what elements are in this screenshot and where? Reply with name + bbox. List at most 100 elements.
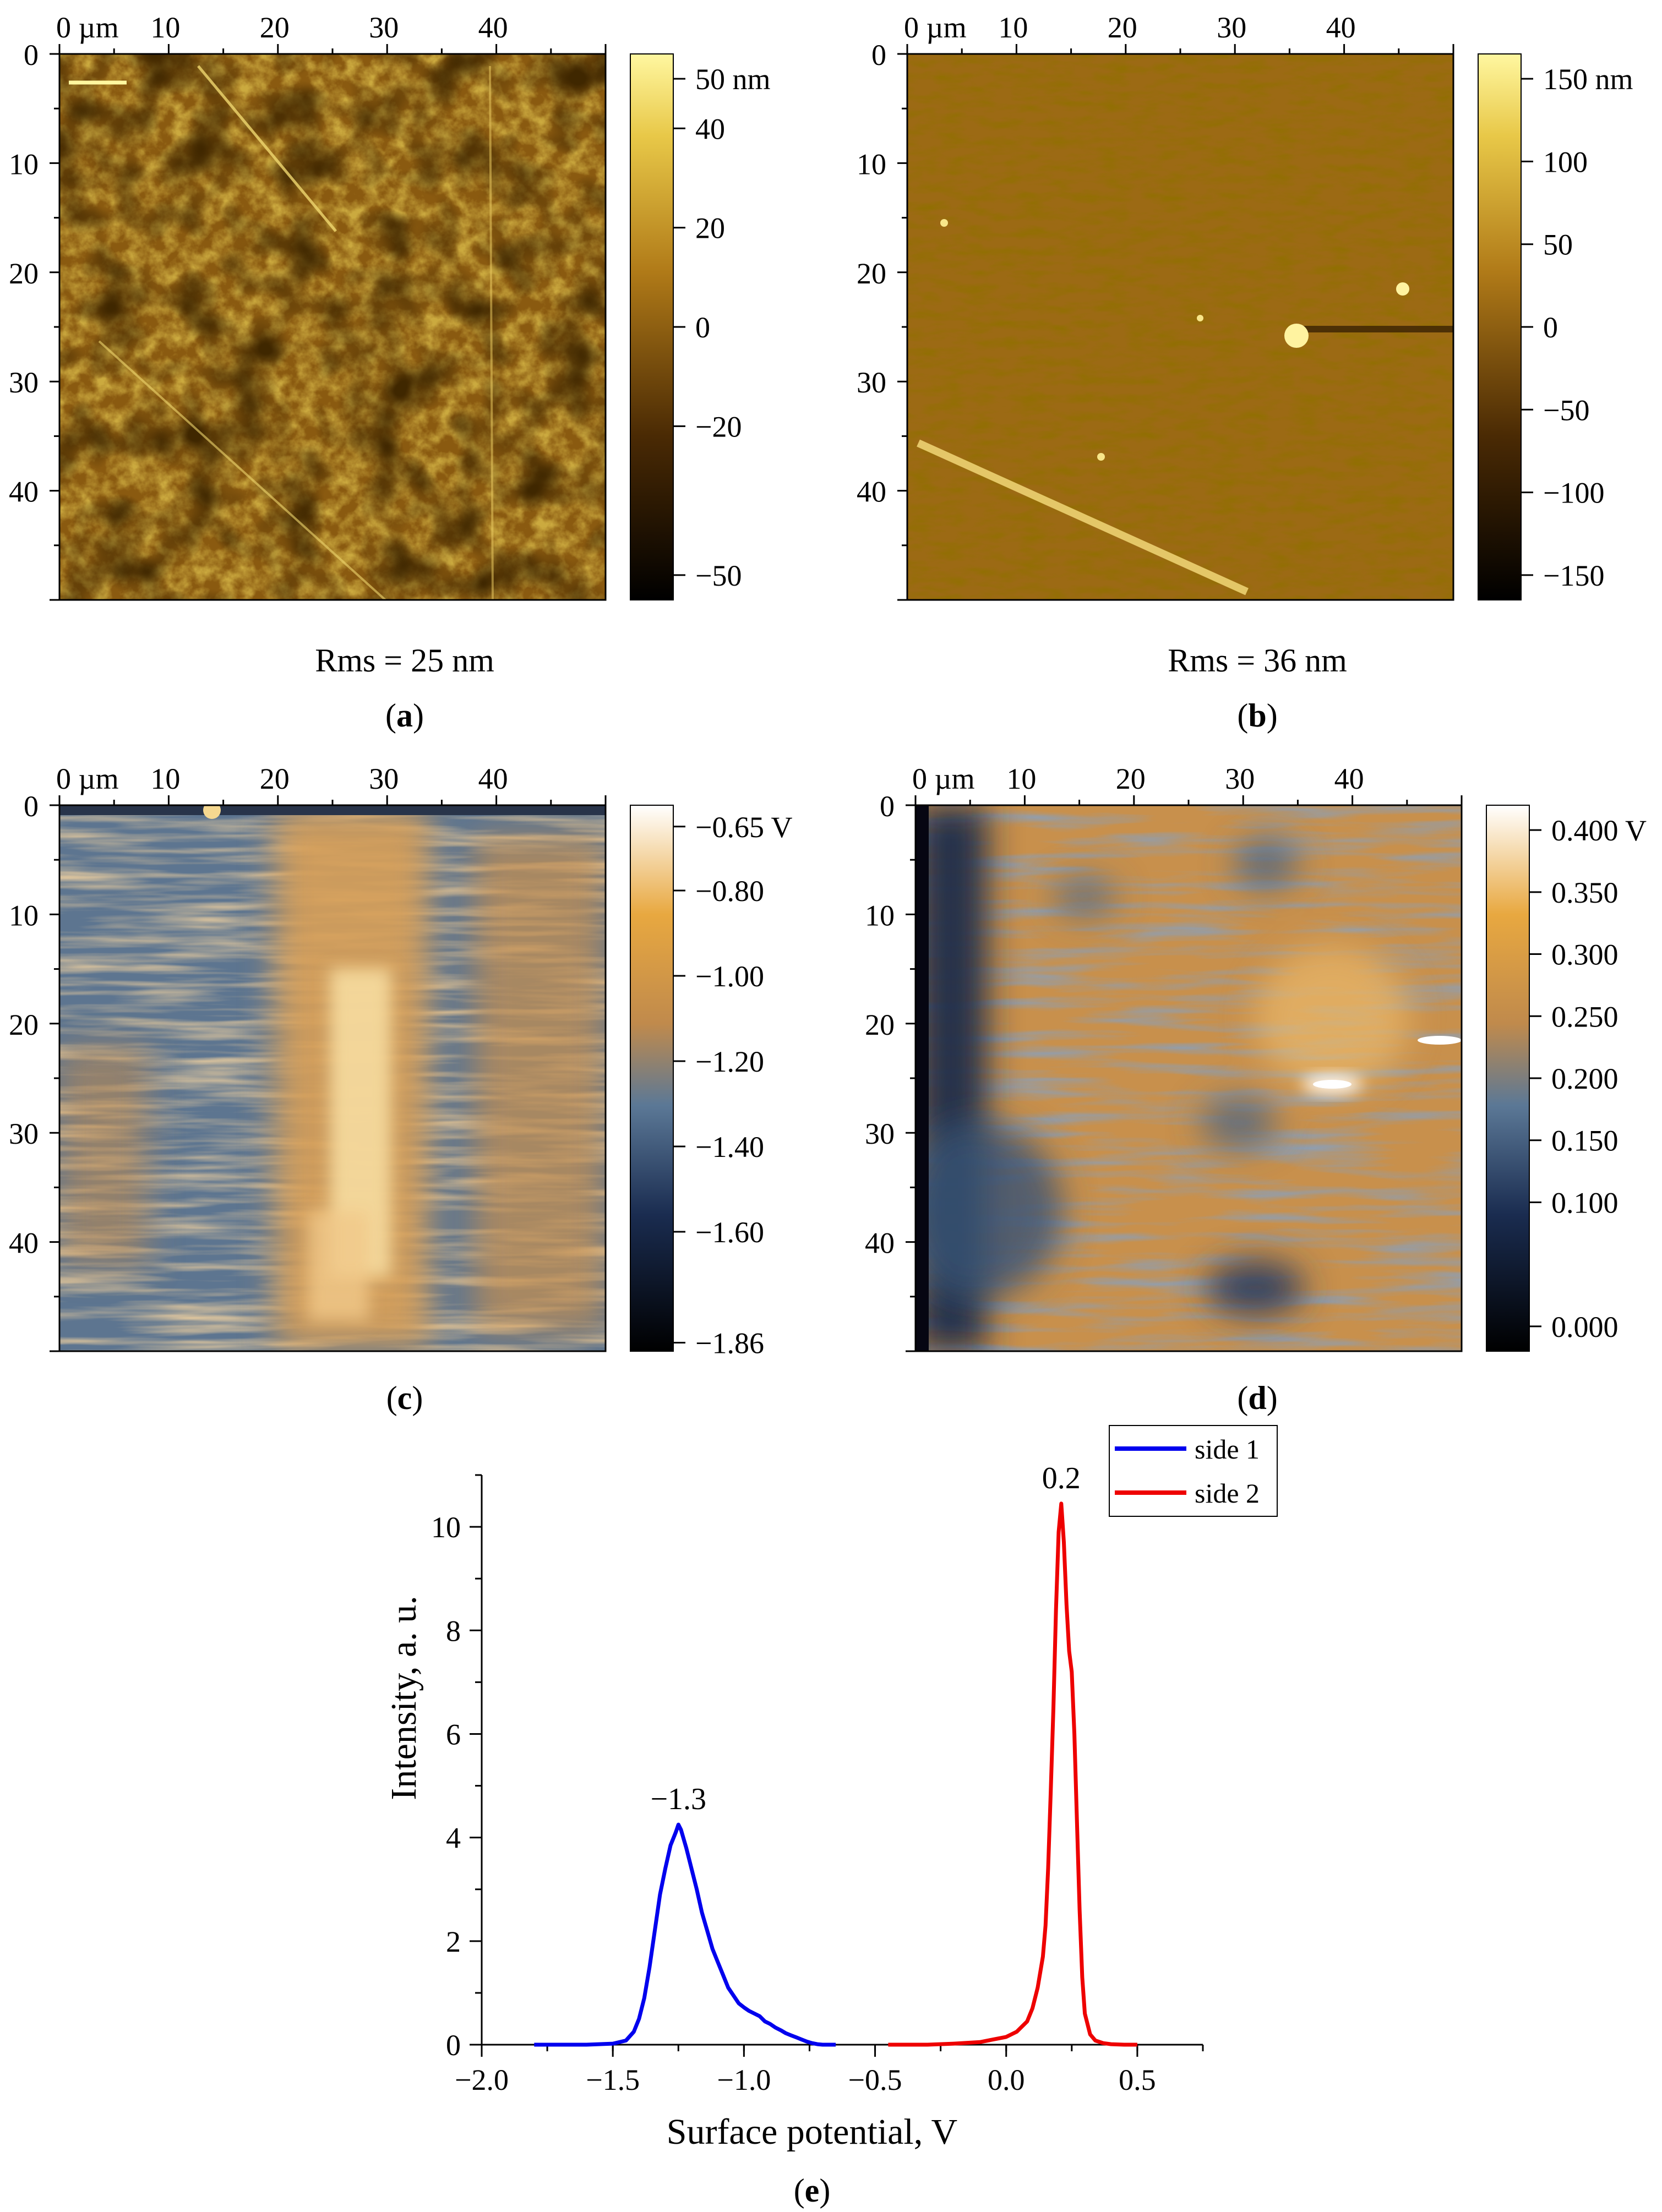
caption-b: (b): [1237, 697, 1277, 734]
colorbar-tick-label: 0.150: [1551, 1124, 1619, 1157]
map-x-tick-label: 20: [260, 11, 290, 44]
rms-label-b: Rms = 36 nm: [1168, 642, 1347, 679]
panel-b: 0 µm 10 20 30 40 0 10 20 30 40 150 nm 100 50 0 −50 −10…: [857, 11, 1633, 734]
map-y-tick-label: 30: [9, 366, 39, 399]
colorbar-tick-label: 0.350: [1551, 876, 1619, 909]
colorbar-tick-label: −1.00: [695, 960, 764, 993]
map-x-tick-label: 0 µm: [56, 762, 119, 795]
caption-e: (e): [794, 2172, 831, 2209]
map-x-tick-label: 40: [478, 11, 508, 44]
map-y-tick-label: 10: [9, 899, 39, 932]
caption-d: (d): [1237, 1380, 1277, 1416]
panel-a: 0 µm 10 20 30 40 0 10 20 30 40 50 nm 40 20 0 −20 −50 R…: [9, 11, 771, 734]
colorbar-tick-label: 0.250: [1551, 1000, 1619, 1033]
map-y-tick-label: 40: [9, 1227, 39, 1260]
map-ticks-a: 0 µm 10 20 30 40 0 10 20 30 40: [9, 11, 607, 601]
map-y-tick-label: 30: [865, 1117, 895, 1150]
map-x-tick-label: 20: [1116, 762, 1146, 795]
legend-label-side2: side 2: [1195, 1478, 1260, 1509]
caption-letter-a: a: [396, 697, 413, 734]
colorbar-b: [1478, 53, 1522, 600]
x-tick-label: −2.0: [455, 2063, 509, 2096]
colorbar-ticks-a: 50 nm 40 20 0 −20 −50: [673, 63, 771, 592]
map-y-tick-label: 30: [9, 1117, 39, 1150]
map-y-tick-label: 20: [9, 257, 39, 290]
caption-letter-d: d: [1248, 1380, 1266, 1416]
colorbar-tick-label: 0: [695, 311, 710, 344]
map-x-tick-label: 0 µm: [912, 762, 975, 795]
map-x-tick-label: 0 µm: [904, 11, 967, 44]
y-tick-label: 8: [446, 1614, 461, 1647]
map-y-tick-label: 0: [24, 790, 39, 823]
x-axis-title: Surface potential, V: [667, 2112, 957, 2152]
colorbar-tick-label: −150: [1543, 559, 1604, 592]
map-y-tick-label: 0: [880, 790, 895, 823]
caption-letter-c: c: [397, 1380, 412, 1416]
colorbar-a: [630, 53, 674, 600]
kpfm-map-c: [59, 805, 606, 1351]
map-y-tick-label: 10: [857, 148, 886, 181]
colorbar-tick-label: −1.40: [695, 1130, 764, 1164]
x-tick-label: −1.0: [717, 2063, 771, 2096]
colorbar-tick-label: −50: [695, 559, 742, 592]
afm-map-a: [59, 54, 606, 600]
colorbar-tick-label: −1.60: [695, 1216, 764, 1249]
map-y-tick-label: 20: [865, 1008, 895, 1041]
colorbar-tick-label: −100: [1543, 477, 1604, 510]
colorbar-tick-label: −20: [695, 410, 742, 443]
map-y-tick-label: 40: [9, 476, 39, 509]
colorbar-tick-label: 40: [695, 112, 725, 145]
chart-series: [534, 1501, 1137, 2047]
map-y-tick-label: 40: [857, 476, 886, 509]
colorbar-d: [1486, 805, 1530, 1352]
chart-annotations: −1.3 0.2: [650, 1461, 1080, 1816]
y-axis-title: Intensity, a. u.: [384, 1596, 424, 1800]
y-tick-label: 2: [446, 1925, 461, 1958]
colorbar-tick-label: −0.65 V: [695, 811, 792, 844]
x-tick-label: −1.5: [586, 2063, 640, 2096]
colorbar-ticks-c: −0.65 V −0.80 −1.00 −1.20 −1.40 −1.60 −1.86: [673, 811, 792, 1360]
caption-letter-e: e: [805, 2172, 820, 2209]
map-x-tick-label: 40: [478, 762, 508, 795]
map-y-tick-label: 40: [865, 1227, 895, 1260]
legend-label-side1: side 1: [1195, 1434, 1260, 1465]
map-x-tick-label: 10: [998, 11, 1028, 44]
colorbar-c: [630, 805, 674, 1352]
colorbar-tick-label: −1.20: [695, 1045, 764, 1078]
map-x-tick-label: 20: [260, 762, 290, 795]
series-line-side1: [534, 1822, 836, 2047]
map-x-tick-label: 40: [1326, 11, 1356, 44]
colorbar-tick-label: 0: [1543, 311, 1558, 344]
chart-axes: −2.0 −1.5 −1.0 −0.5 0.0 0.5 0 2 4 6 8 10: [431, 1474, 1204, 2096]
y-tick-label: 0: [446, 2029, 461, 2062]
colorbar-tick-label: 0.300: [1551, 938, 1619, 971]
colorbar-tick-label: 150 nm: [1543, 63, 1633, 96]
map-y-tick-label: 10: [9, 148, 39, 181]
x-tick-label: 0.0: [988, 2063, 1025, 2096]
map-y-tick-label: 0: [871, 39, 886, 72]
colorbar-ticks-b: 150 nm 100 50 0 −50 −100 −150: [1521, 63, 1633, 592]
map-x-tick-label: 0 µm: [56, 11, 119, 44]
legend-box: [1109, 1425, 1278, 1517]
colorbar-tick-label: 50: [1543, 228, 1573, 261]
map-ticks-c: 0 µm 10 20 30 40 0 10 20 30 40: [9, 762, 607, 1352]
colorbar-tick-label: 0.400 V: [1551, 814, 1647, 847]
map-y-tick-label: 30: [857, 366, 886, 399]
colorbar-tick-label: 50 nm: [695, 63, 771, 96]
map-x-tick-label: 20: [1108, 11, 1137, 44]
kpfm-map-d: [916, 805, 1462, 1351]
caption-c: (c): [386, 1380, 423, 1416]
map-x-tick-label: 30: [369, 11, 399, 44]
map-y-tick-label: 20: [9, 1008, 39, 1041]
map-ticks-d: 0 µm 10 20 30 40 0 10 20 30 40: [865, 762, 1463, 1352]
colorbar-tick-label: 0.200: [1551, 1062, 1619, 1095]
caption-letter-b: b: [1248, 697, 1266, 734]
y-tick-label: 6: [446, 1718, 461, 1751]
map-y-tick-label: 10: [865, 899, 895, 932]
y-tick-label: 4: [446, 1822, 461, 1855]
map-x-tick-label: 10: [150, 11, 180, 44]
rms-label-a: Rms = 25 nm: [315, 642, 494, 679]
